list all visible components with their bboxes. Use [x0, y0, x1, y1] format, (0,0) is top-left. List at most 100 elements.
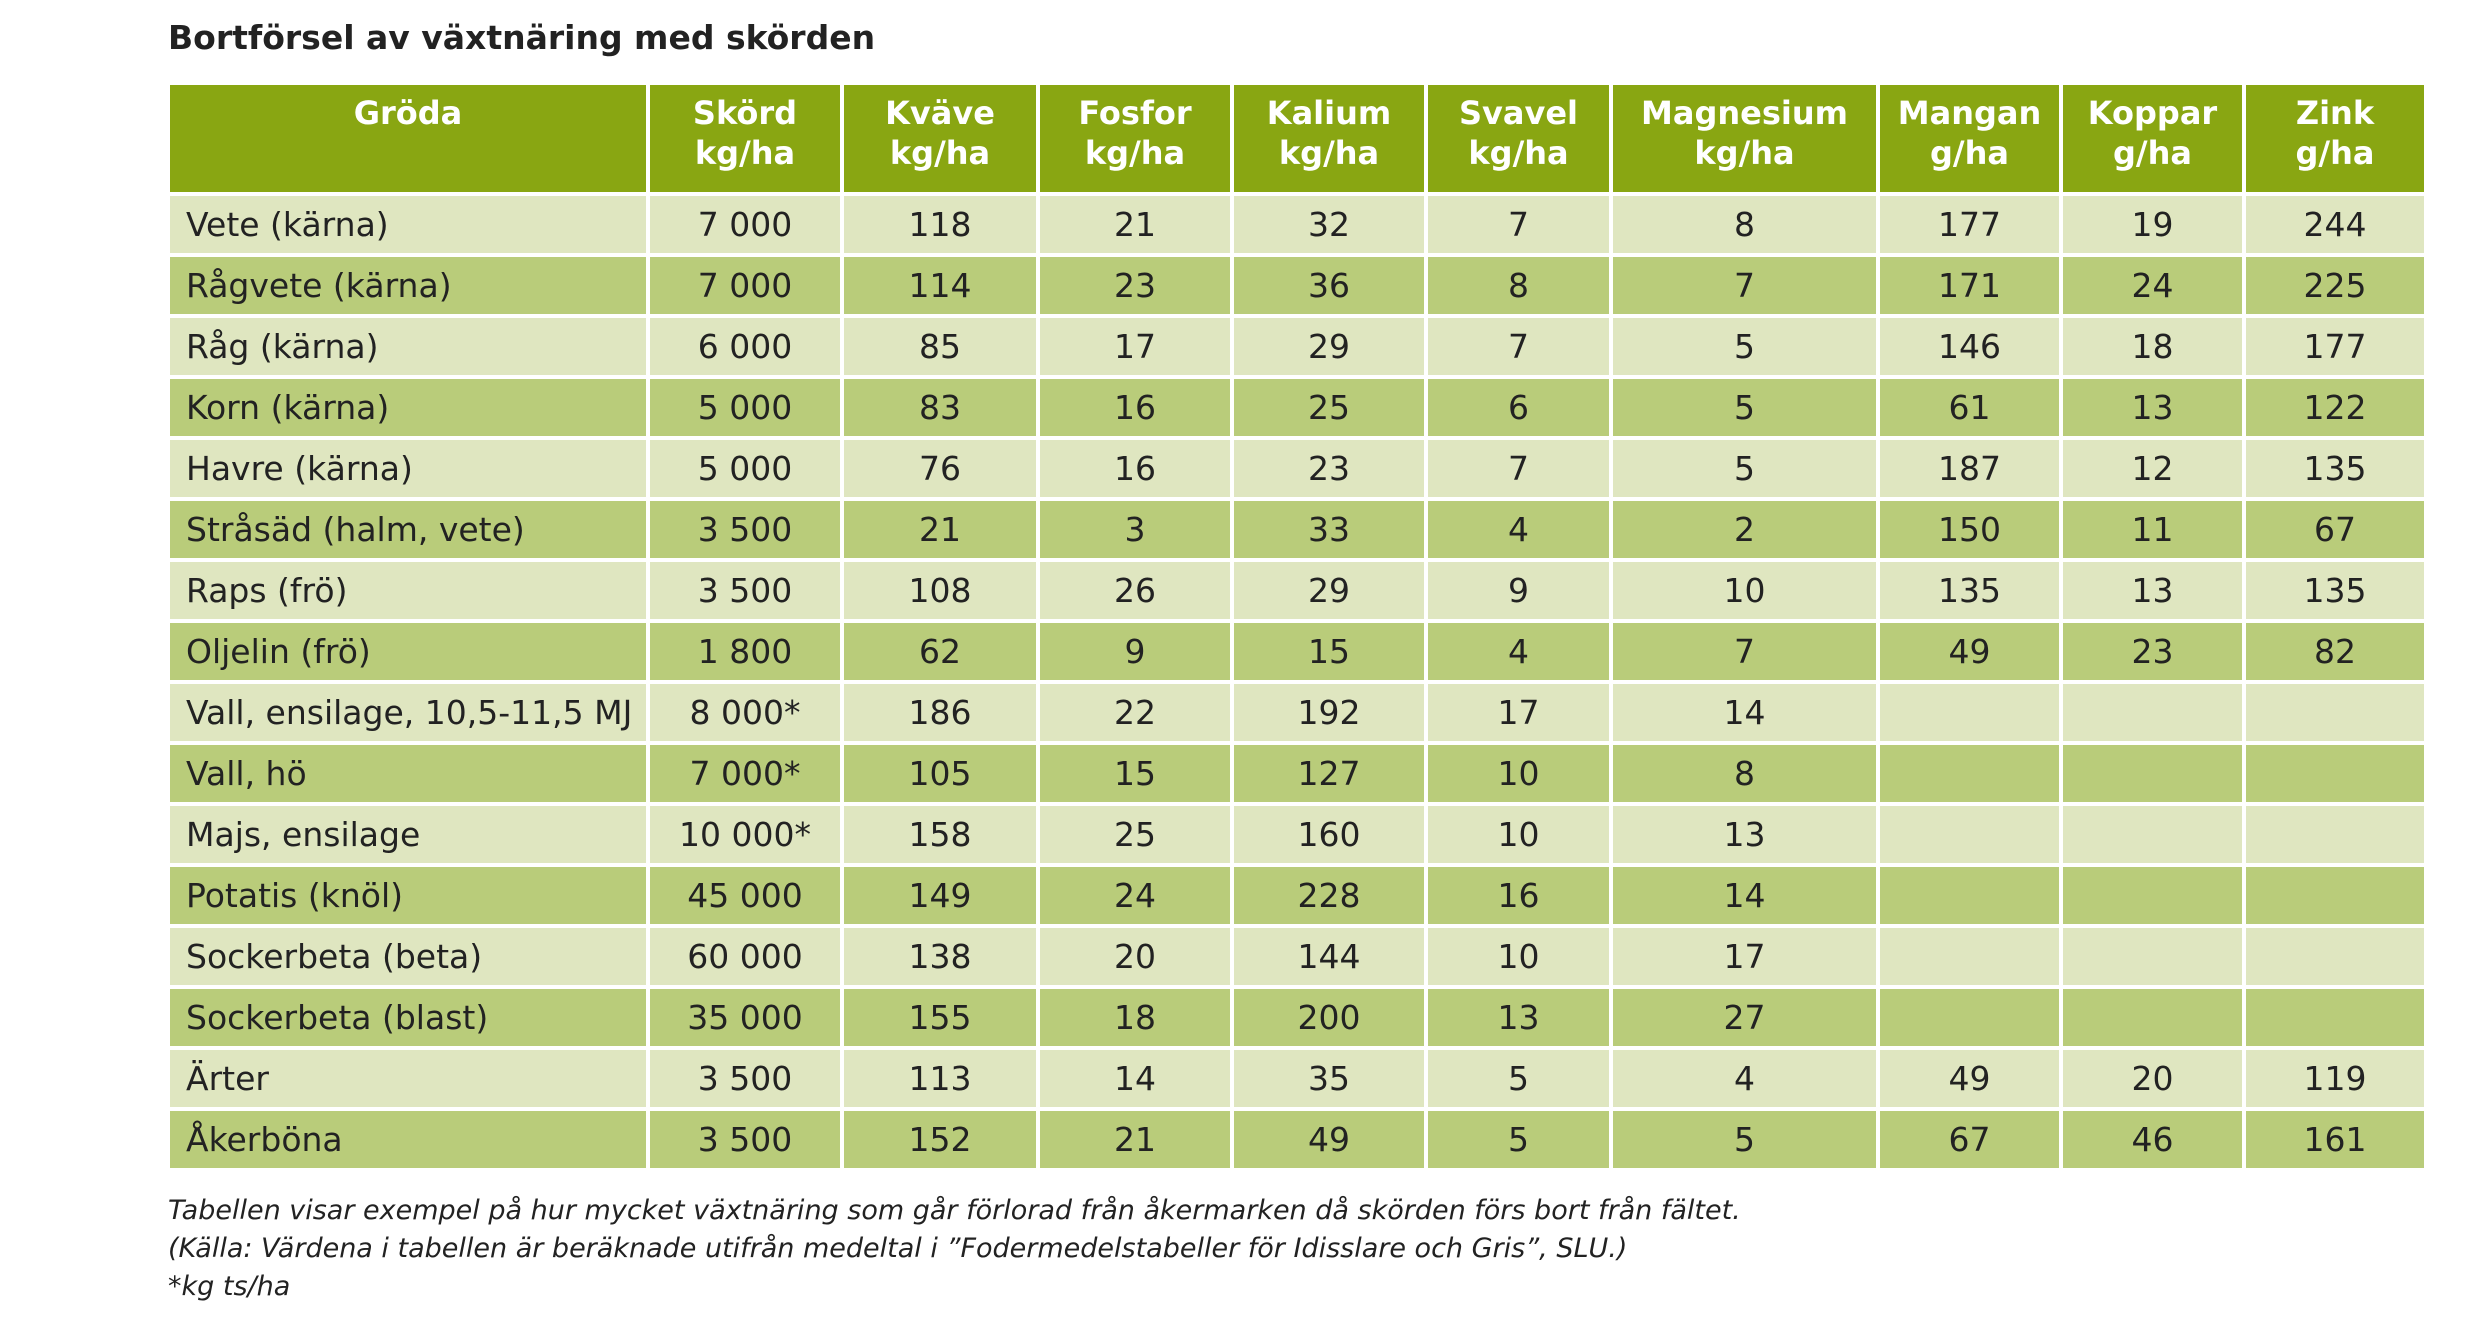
column-unit: kg/ha: [1278, 134, 1380, 172]
column-header: Mangan g/ha: [1880, 85, 2059, 192]
value-cell: 23: [1234, 440, 1424, 497]
column-header: Skörd kg/ha: [650, 85, 840, 192]
column-header: Kalium kg/ha: [1234, 85, 1424, 192]
value-cell: 49: [1234, 1111, 1424, 1168]
value-cell: 76: [844, 440, 1036, 497]
value-cell: 5: [1613, 440, 1876, 497]
crop-cell: Majs, ensilage: [170, 806, 646, 863]
value-cell: 2: [1613, 501, 1876, 558]
value-cell: 5: [1613, 1111, 1876, 1168]
table-row: Majs, ensilage 10 000* 158 25 160 10 13: [170, 806, 2424, 863]
table-row: Sockerbeta (blast) 35 000 155 18 200 13 27: [170, 989, 2424, 1046]
value-cell: 135: [2246, 440, 2424, 497]
column-label: Magnesium: [1641, 94, 1848, 132]
value-cell: 152: [844, 1111, 1036, 1168]
value-cell: 29: [1234, 318, 1424, 375]
note: Tabellen visar exempel på hur mycket väx…: [168, 1195, 1741, 1226]
value-cell: 244: [2246, 196, 2424, 253]
value-cell: 19: [2063, 196, 2242, 253]
crop-cell: Vall, ensilage, 10,5-11,5 MJ: [170, 684, 646, 741]
value-cell: 25: [1040, 806, 1230, 863]
crop-cell: Ärter: [170, 1050, 646, 1107]
value-cell: 9: [1428, 562, 1609, 619]
value-cell: 67: [2246, 501, 2424, 558]
value-cell: 225: [2246, 257, 2424, 314]
value-cell: 177: [2246, 318, 2424, 375]
value-cell: [2063, 989, 2242, 1046]
value-cell: 228: [1234, 867, 1424, 924]
column-label: Zink: [2295, 94, 2375, 132]
value-cell: [2063, 867, 2242, 924]
value-cell: 4: [1428, 501, 1609, 558]
column-unit: kg/ha: [694, 134, 796, 172]
column-unit: kg/ha: [1694, 134, 1795, 172]
value-cell: 10: [1428, 806, 1609, 863]
value-cell: 27: [1613, 989, 1876, 1046]
value-cell: 187: [1880, 440, 2059, 497]
value-cell: [1880, 684, 2059, 741]
value-cell: 33: [1234, 501, 1424, 558]
crop-cell: Rågvete (kärna): [170, 257, 646, 314]
value-cell: [1880, 806, 2059, 863]
table-row: Potatis (knöl) 45 000 149 24 228 16 14: [170, 867, 2424, 924]
value-cell: 83: [844, 379, 1036, 436]
value-cell: 122: [2246, 379, 2424, 436]
table-row: Vete (kärna) 7 000 118 21 32 7 8 177 19 244: [170, 196, 2424, 253]
table-row: Ärter 3 500 113 14 35 5 4 49 20 119: [170, 1050, 2424, 1107]
value-cell: 85: [844, 318, 1036, 375]
value-cell: 62: [844, 623, 1036, 680]
value-cell: 5 000: [650, 440, 840, 497]
value-cell: 138: [844, 928, 1036, 985]
value-cell: 4: [1613, 1050, 1876, 1107]
value-cell: 15: [1040, 745, 1230, 802]
value-cell: 24: [2063, 257, 2242, 314]
value-cell: 23: [1040, 257, 1230, 314]
table-row: Vall, ensilage, 10,5-11,5 MJ 8 000* 186 22 1…: [170, 684, 2424, 741]
value-cell: 5: [1428, 1111, 1609, 1168]
column-label: Mangan: [1897, 94, 2042, 132]
value-cell: 35 000: [650, 989, 840, 1046]
value-cell: [1880, 867, 2059, 924]
value-cell: 144: [1234, 928, 1424, 985]
value-cell: 17: [1040, 318, 1230, 375]
value-cell: 21: [844, 501, 1036, 558]
table-row: Rågvete (kärna) 7 000 114 23 36 8 7 171 24 225: [170, 257, 2424, 314]
value-cell: 150: [1880, 501, 2059, 558]
value-cell: 6 000: [650, 318, 840, 375]
crop-cell: Vall, hö: [170, 745, 646, 802]
value-cell: 12: [2063, 440, 2242, 497]
value-cell: 10: [1428, 745, 1609, 802]
value-cell: [2246, 867, 2424, 924]
value-cell: 7: [1428, 318, 1609, 375]
value-cell: 3 500: [650, 1111, 840, 1168]
table-row: Sockerbeta (beta) 60 000 138 20 144 10 17: [170, 928, 2424, 985]
column-header: Koppar g/ha: [2063, 85, 2242, 192]
value-cell: 8: [1428, 257, 1609, 314]
value-cell: 10: [1613, 562, 1876, 619]
value-cell: 18: [2063, 318, 2242, 375]
crop-cell: Raps (frö): [170, 562, 646, 619]
value-cell: 5: [1613, 379, 1876, 436]
value-cell: 3 500: [650, 1050, 840, 1107]
value-cell: 45 000: [650, 867, 840, 924]
value-cell: 7: [1428, 196, 1609, 253]
column-unit: g/ha: [2113, 134, 2192, 172]
value-cell: [2246, 989, 2424, 1046]
value-cell: 7: [1613, 257, 1876, 314]
value-cell: 7: [1428, 440, 1609, 497]
value-cell: 8: [1613, 196, 1876, 253]
table-row: Oljelin (frö) 1 800 62 9 15 4 7 49 23 82: [170, 623, 2424, 680]
crop-cell: Havre (kärna): [170, 440, 646, 497]
value-cell: 135: [2246, 562, 2424, 619]
value-cell: 13: [2063, 562, 2242, 619]
value-cell: 114: [844, 257, 1036, 314]
value-cell: 35: [1234, 1050, 1424, 1107]
crop-cell: Sockerbeta (blast): [170, 989, 646, 1046]
value-cell: [1880, 989, 2059, 1046]
value-cell: 15: [1234, 623, 1424, 680]
value-cell: 29: [1234, 562, 1424, 619]
table-row: Korn (kärna) 5 000 83 16 25 6 5 61 13 122: [170, 379, 2424, 436]
value-cell: 24: [1040, 867, 1230, 924]
value-cell: 118: [844, 196, 1036, 253]
column-header: Kväve kg/ha: [844, 85, 1036, 192]
